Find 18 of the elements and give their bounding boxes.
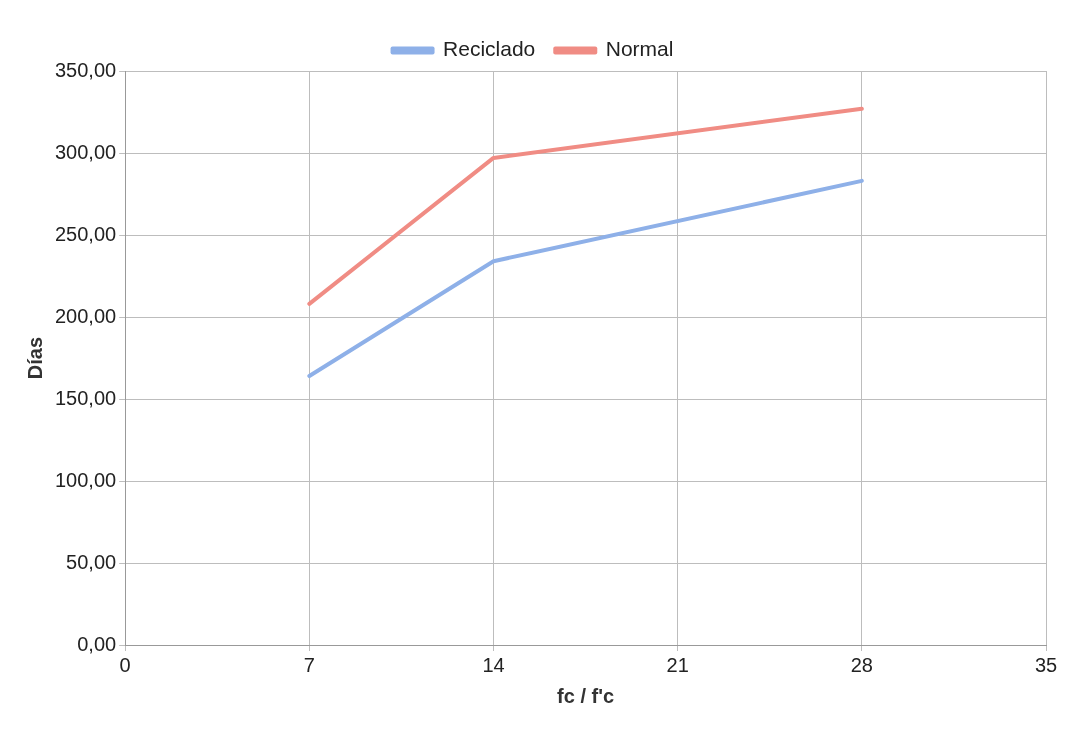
y-tick-label: 0,00 <box>77 632 117 655</box>
y-tick-label: 150,00 <box>55 386 117 409</box>
legend-label: Normal <box>605 37 674 61</box>
y-tick-label: 250,00 <box>55 222 117 245</box>
y-tick-label: 50,00 <box>66 550 117 573</box>
x-tick-label: 35 <box>1034 653 1058 676</box>
legend-label: Reciclado <box>443 37 536 61</box>
x-tick-label: 28 <box>850 653 873 676</box>
y-tick-label: 300,00 <box>55 140 117 163</box>
x-tick-label: 14 <box>482 653 505 676</box>
y-axis-title: Días <box>23 336 46 380</box>
y-tick-label: 350,00 <box>55 58 117 81</box>
y-tick-label: 100,00 <box>55 468 117 491</box>
x-tick-label: 21 <box>666 653 689 676</box>
x-tick-label: 0 <box>119 653 131 676</box>
y-tick-label: 200,00 <box>55 304 117 327</box>
x-tick-label: 7 <box>303 653 315 676</box>
x-axis-title: fc / f'c <box>557 684 615 707</box>
